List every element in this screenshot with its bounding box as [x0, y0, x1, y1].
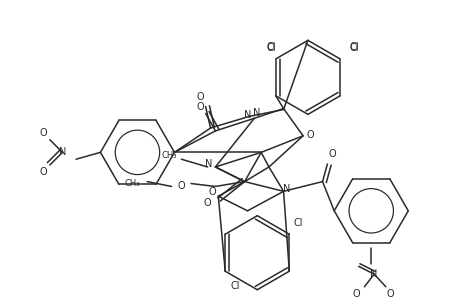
Text: CH₃: CH₃ — [124, 179, 140, 188]
Text: N: N — [369, 269, 377, 279]
Text: O: O — [39, 167, 47, 177]
Text: O: O — [177, 182, 185, 191]
Text: Cl: Cl — [230, 281, 239, 291]
Text: Cl: Cl — [349, 43, 358, 53]
Text: O: O — [39, 128, 47, 138]
Text: N: N — [282, 184, 290, 194]
Text: O: O — [208, 187, 216, 197]
Text: N: N — [204, 159, 212, 169]
Text: O: O — [352, 289, 360, 298]
Text: O: O — [305, 130, 313, 140]
Text: O: O — [203, 198, 211, 208]
Text: Cl: Cl — [266, 42, 275, 52]
Text: N: N — [59, 147, 66, 158]
Text: CH₃: CH₃ — [162, 151, 177, 160]
Text: O: O — [196, 102, 204, 112]
Text: O: O — [386, 289, 394, 298]
Text: N: N — [243, 110, 251, 120]
Text: N: N — [252, 108, 259, 118]
Text: Cl: Cl — [266, 43, 275, 53]
Text: O: O — [196, 92, 204, 102]
Text: Cl: Cl — [349, 42, 358, 52]
Text: O: O — [328, 149, 336, 159]
Text: Cl: Cl — [293, 218, 302, 229]
